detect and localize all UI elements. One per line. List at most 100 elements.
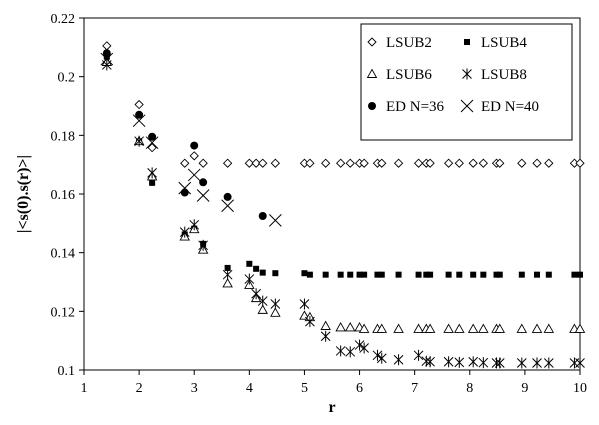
- data-point: [258, 212, 267, 220]
- data-point: [257, 295, 268, 307]
- data-point: [361, 271, 368, 278]
- data-point: [147, 143, 157, 153]
- x-tick-label: 6: [356, 381, 363, 396]
- data-point: [495, 158, 505, 168]
- data-point: [145, 136, 159, 150]
- data-point: [270, 298, 281, 310]
- data-point: [253, 265, 260, 272]
- series-ed-n-40: [100, 52, 282, 227]
- legend-label: LSUB2: [386, 35, 432, 51]
- data-point: [377, 158, 387, 168]
- data-point: [347, 271, 354, 278]
- data-point: [470, 271, 477, 278]
- data-point: [456, 271, 463, 278]
- legend-marker: [366, 68, 378, 78]
- data-point: [301, 270, 308, 277]
- y-tick-label: 0.12: [51, 305, 76, 320]
- data-point: [574, 323, 586, 333]
- data-point: [100, 52, 114, 66]
- data-point: [493, 271, 500, 278]
- data-point: [358, 323, 370, 333]
- data-point: [413, 349, 424, 361]
- data-point: [494, 357, 505, 369]
- data-point: [222, 269, 233, 281]
- data-point: [516, 323, 528, 333]
- data-point: [415, 271, 422, 278]
- data-point: [443, 356, 454, 368]
- x-axis: 1 2 3 4 5 6 7 8 9 10: [81, 370, 587, 396]
- data-point: [374, 271, 381, 278]
- data-point: [424, 323, 436, 333]
- data-point: [516, 357, 527, 369]
- series-ed-n-36: [102, 49, 267, 220]
- data-point: [496, 271, 503, 278]
- x-tick-label: 5: [301, 381, 308, 396]
- y-tick-label: 0.16: [51, 188, 76, 203]
- data-point: [244, 273, 255, 285]
- data-point: [454, 158, 464, 168]
- data-point: [257, 304, 268, 314]
- data-point: [272, 270, 279, 277]
- data-point: [478, 158, 488, 168]
- data-point: [336, 158, 346, 168]
- y-tick-label: 0.1: [58, 364, 76, 379]
- legend-label: LSUB4: [481, 35, 527, 51]
- legend-marker: [367, 37, 377, 47]
- data-point: [423, 271, 430, 278]
- data-point: [393, 323, 404, 333]
- x-tick-label: 3: [191, 381, 198, 396]
- data-point: [395, 271, 402, 278]
- data-point: [299, 310, 310, 320]
- data-point: [354, 339, 365, 351]
- data-point: [427, 271, 434, 278]
- x-tick-label: 10: [573, 381, 587, 396]
- data-point: [199, 178, 208, 187]
- data-point: [270, 307, 281, 317]
- data-point: [344, 322, 356, 332]
- x-tick-label: 1: [81, 381, 88, 396]
- data-point: [478, 357, 489, 369]
- data-point: [345, 158, 355, 168]
- data-point: [246, 260, 253, 267]
- data-point: [531, 323, 543, 333]
- data-point: [378, 271, 385, 278]
- data-point: [187, 168, 201, 182]
- data-point: [569, 357, 580, 369]
- series-lsub2: [102, 41, 585, 168]
- data-point: [534, 271, 541, 278]
- data-point: [221, 199, 234, 213]
- data-point: [545, 271, 552, 278]
- data-point: [517, 158, 527, 168]
- data-point: [413, 323, 424, 333]
- data-point: [196, 189, 210, 202]
- data-point: [372, 349, 383, 361]
- data-point: [224, 264, 231, 271]
- x-tick-label: 9: [521, 381, 528, 396]
- data-point: [147, 167, 157, 179]
- x-tick-label: 8: [466, 381, 473, 396]
- data-point: [223, 192, 232, 201]
- y-axis-title: |<s(0).s(r)>|: [15, 155, 32, 233]
- data-point: [268, 214, 282, 227]
- data-point: [335, 345, 346, 357]
- legend-label: ED N=40: [481, 99, 539, 115]
- data-point: [320, 320, 331, 330]
- data-point: [425, 356, 435, 368]
- data-point: [359, 158, 369, 168]
- legend-marker: [464, 39, 470, 45]
- data-point: [454, 323, 465, 333]
- x-tick-label: 7: [411, 381, 418, 396]
- series-layer: [100, 41, 586, 369]
- data-point: [376, 323, 388, 333]
- data-point: [148, 132, 157, 141]
- y-tick-label: 0.18: [51, 129, 76, 144]
- data-point: [134, 99, 144, 110]
- x-axis-title: r: [328, 399, 335, 416]
- data-point: [222, 158, 233, 168]
- data-point: [337, 271, 344, 278]
- data-point: [454, 356, 465, 368]
- data-point: [468, 356, 479, 368]
- data-point: [251, 288, 261, 300]
- y-tick-label: 0.14: [51, 247, 76, 262]
